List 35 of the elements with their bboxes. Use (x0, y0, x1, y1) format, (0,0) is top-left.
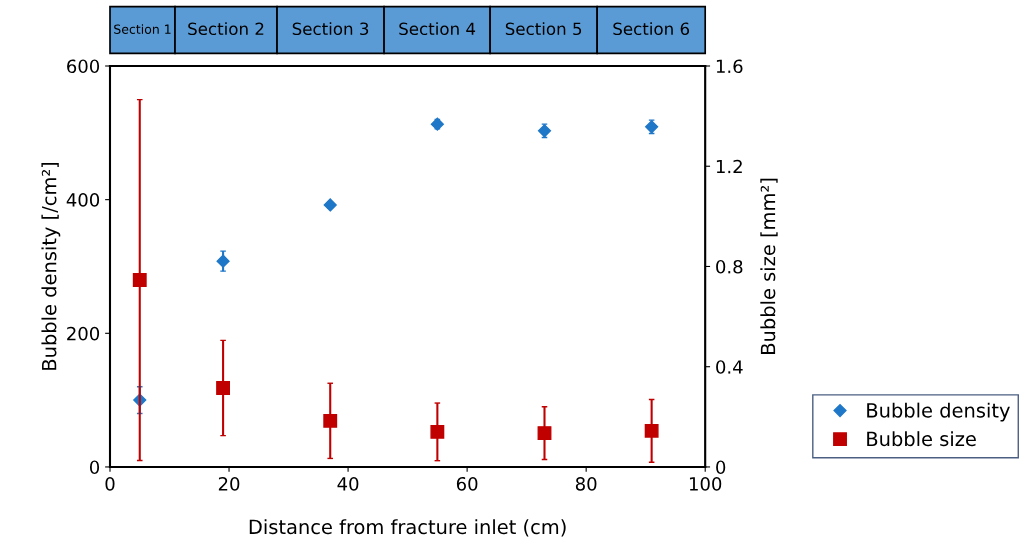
text: Section 1 (114, 24, 171, 34)
y2-tick-label: 0.4 (716, 360, 743, 374)
text: Section 3 (292, 22, 369, 36)
point (323, 413, 338, 428)
text: Section 5 (505, 22, 582, 36)
y2-tick-label: 0 (716, 460, 726, 475)
x-axis-title: Distance from fracture inlet (cm) (249, 519, 566, 537)
y-tick-label: 600 (67, 59, 100, 74)
y-tick-label: 200 (67, 326, 100, 341)
point (537, 124, 552, 138)
x-tick-label: 20 (218, 476, 240, 491)
y-tick-label: 400 (66, 193, 100, 207)
legend-label: Bubble density (867, 402, 1010, 422)
x-tick-label: 80 (575, 476, 597, 491)
point (430, 424, 445, 439)
text: Section 6 (613, 22, 690, 36)
y2-tick-label: 0.8 (716, 259, 743, 274)
y-tick-label: 0 (89, 460, 100, 475)
point (644, 423, 659, 438)
point (323, 198, 337, 212)
legend-label: Bubble size (867, 431, 976, 447)
x-tick-label: 60 (456, 476, 478, 491)
point (537, 426, 552, 441)
y2-axis-title: Bubble size [mm²] (760, 178, 778, 354)
text: Section 4 (399, 22, 476, 36)
y2-tick-label: 1.2 (716, 159, 742, 174)
y-axis-title: Bubble density [/cm²] (41, 162, 61, 370)
x-tick-label: 40 (337, 476, 359, 491)
point (216, 381, 231, 395)
y2-tick-label: 1.6 (716, 59, 743, 74)
point (216, 254, 230, 268)
point (132, 273, 147, 287)
text: Section 2 (188, 22, 264, 36)
x-tick-label: 0 (105, 476, 115, 491)
x-tick-label: 100 (689, 476, 722, 491)
